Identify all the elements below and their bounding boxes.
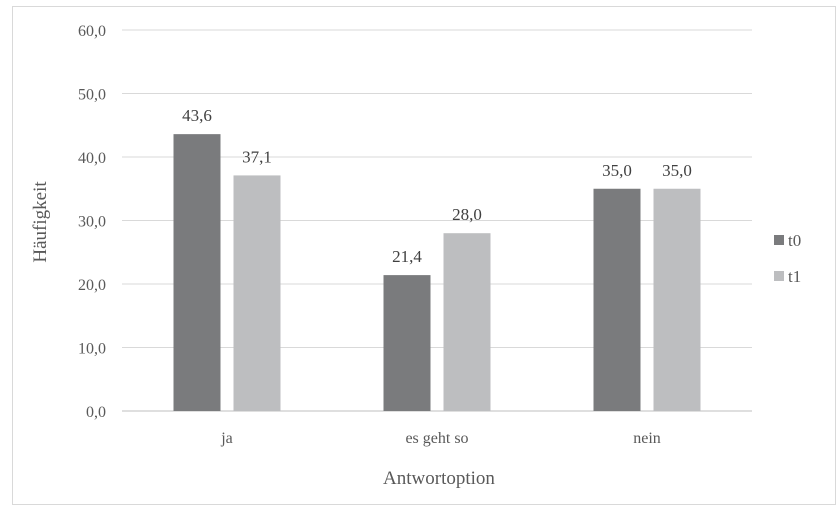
data-label: 35,0 (662, 161, 692, 180)
bar-t0-2 (593, 188, 641, 411)
data-label: 35,0 (602, 161, 632, 180)
legend-label-t0: t0 (788, 231, 801, 250)
gridlines (122, 29, 752, 412)
data-labels: 43,6 37,1 21,4 28,0 35,0 35,0 (182, 106, 692, 266)
legend-swatch-t0 (774, 235, 784, 245)
y-tick-label: 30,0 (78, 214, 106, 231)
legend: t0 t1 (774, 231, 801, 286)
y-tick-label: 0,0 (86, 404, 106, 421)
data-label: 43,6 (182, 106, 212, 125)
y-tick-label: 20,0 (78, 277, 106, 294)
y-tick-label: 60,0 (78, 23, 106, 40)
data-label: 28,0 (452, 205, 482, 224)
y-tick-label: 10,0 (78, 341, 106, 358)
bars (173, 134, 701, 411)
data-label: 21,4 (392, 247, 422, 266)
x-category-labels: ja es geht so nein (220, 430, 661, 447)
legend-label-t1: t1 (788, 267, 801, 286)
x-category-label: nein (633, 430, 661, 447)
data-label: 37,1 (242, 147, 272, 166)
y-tick-label: 50,0 (78, 87, 106, 104)
bar-t0-0 (173, 134, 221, 411)
x-axis-title: Antwortoption (383, 468, 495, 489)
y-axis-title: Häufigkeit (30, 181, 51, 263)
y-tick-label: 40,0 (78, 150, 106, 167)
x-category-label: ja (220, 430, 233, 447)
bar-t0-1 (383, 275, 431, 411)
bar-t1-2 (653, 188, 701, 411)
bar-t1-1 (443, 233, 491, 411)
legend-swatch-t1 (774, 271, 784, 281)
x-category-label: es geht so (405, 430, 468, 447)
bar-t1-0 (233, 175, 281, 411)
y-tick-labels: 0,0 10,0 20,0 30,0 40,0 50,0 60,0 (78, 23, 106, 421)
